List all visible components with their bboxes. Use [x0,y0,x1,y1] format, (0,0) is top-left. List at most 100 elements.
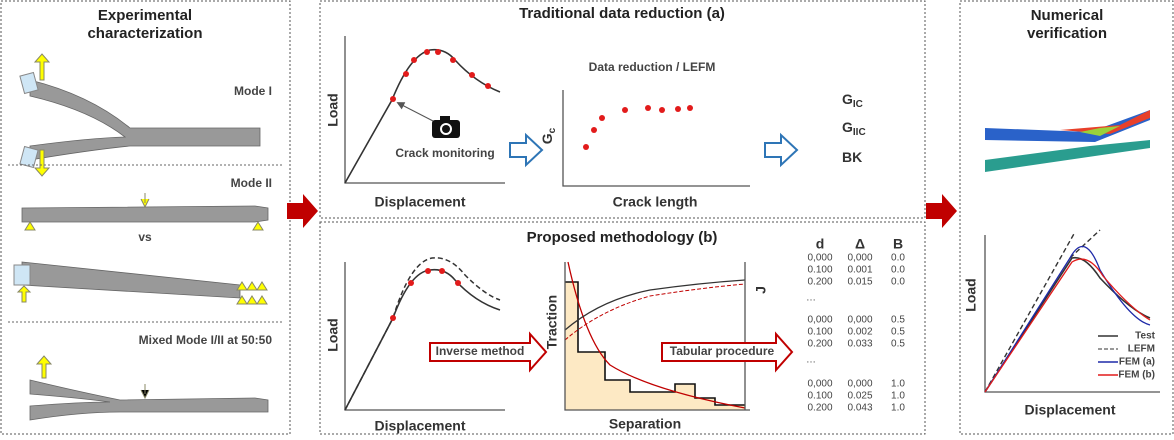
shape [19,145,39,169]
shape [567,261,746,409]
table-cell: 0,000 [847,379,872,390]
label: Experimental [98,7,192,24]
shape [509,132,544,168]
shape [659,107,665,113]
shape: GIC [842,91,863,110]
label: Numerical [1031,7,1104,24]
label: Mode II [231,176,272,190]
shape [344,36,505,184]
table-ellipsis: … [806,293,816,304]
shape [583,105,693,150]
table-cell: 0.015 [847,277,872,288]
shape [599,115,605,121]
shape [344,48,501,184]
label: Traditional data reduction (a) [519,5,725,22]
shape [29,79,261,161]
shape [564,262,750,411]
label: FEM (a) [1119,357,1155,368]
table-cell: 0.5 [891,339,905,350]
table-cell: 1.0 [891,403,905,414]
shape [562,90,750,187]
table-header: Δ [855,236,865,252]
label: Displacement [1024,402,1115,418]
table-cell: 0.043 [847,403,872,414]
shape [319,0,926,219]
shape [442,125,450,133]
shape: BK [842,149,862,165]
shape [390,49,491,102]
label: Crack monitoring [395,146,494,160]
shape [21,205,269,223]
table-cell: 0.100 [807,327,832,338]
table-cell: 0,000 [847,253,872,264]
shape [33,53,51,81]
label: Proposed methodology (b) [527,229,718,246]
shape [424,49,430,55]
label: J [753,286,769,294]
shape [440,116,450,121]
shape [984,258,1151,393]
shape: GIIC [842,119,866,138]
table-cell: 1.0 [891,379,905,390]
table-cell: 0.100 [807,391,832,402]
label: characterization [87,25,202,42]
label: vs [138,230,152,244]
shape [236,295,248,305]
label: Mode I [234,84,272,98]
shape [984,245,1151,393]
label: Inverse method [436,344,525,358]
shape [622,107,628,113]
table-cell: 0,000 [847,315,872,326]
label: Displacement [374,194,465,210]
shape [564,279,746,331]
label: Test [1135,331,1155,342]
shape [344,268,501,411]
shape [485,83,491,89]
shape [35,355,53,379]
shape [764,132,799,168]
table-cell: 0.0 [891,277,905,288]
table-header: d [816,236,825,252]
shape [564,283,746,341]
shape [565,281,745,406]
shape [396,102,436,123]
shape [984,229,1101,393]
numerical-panel: Numerical verification Load Displacement… [959,0,1174,435]
traditional-panel: Traditional data reduction (a) Load Disp… [319,0,926,219]
label: Load [325,93,341,126]
table-cell: 0.033 [847,339,872,350]
table-cell: 0.0 [891,265,905,276]
table-cell: 0.5 [891,327,905,338]
shape [236,281,268,305]
flow-arrow [926,194,957,228]
shape [429,331,548,373]
table-header: B [893,236,903,252]
shape [411,57,417,63]
shape [29,379,269,421]
table-ellipsis: … [806,355,816,366]
flow-arrow [287,194,318,228]
label: LEFM [1128,344,1155,355]
shape [469,72,475,78]
table-cell: 0.100 [807,265,832,276]
shape [344,262,505,411]
shape [21,261,241,299]
shape [33,149,51,177]
shape [390,96,396,102]
shape [591,127,597,133]
table-cell: 0,000 [807,379,832,390]
label: Traction [544,295,560,349]
shape [403,71,409,77]
shape [439,268,445,274]
shape [425,268,431,274]
shape [687,105,693,111]
table-cell: 1.0 [891,391,905,402]
shape [455,280,461,286]
shape: Gc [539,127,558,144]
shape [565,282,745,410]
shape [24,221,36,231]
table-cell: 0.5 [891,315,905,326]
shape [319,221,926,435]
shape [675,106,681,112]
table-cell: 0.200 [807,277,832,288]
